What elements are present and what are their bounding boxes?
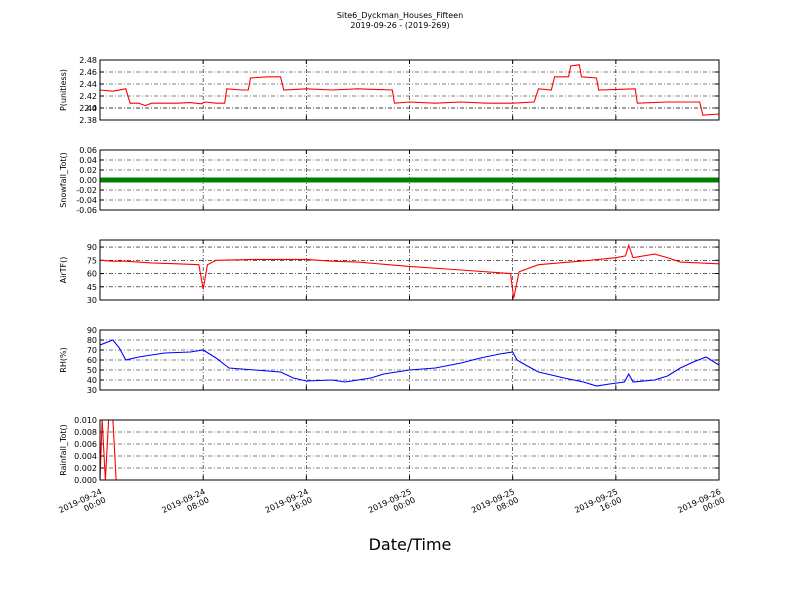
axes-frame (99, 149, 720, 211)
y-tick-label: 0.000 (74, 476, 97, 485)
y-tick-label: 0.004 (74, 452, 97, 461)
x-tick-label: 2019-09-2600:00 (676, 487, 726, 523)
series-line (100, 243, 719, 299)
y-tick-label: 80 (87, 336, 97, 345)
y-tick-label: 2.4 (84, 104, 97, 113)
y-tick-label: 0.04 (79, 156, 97, 165)
y-tick-label: 50 (87, 366, 97, 375)
series-line (100, 64, 719, 116)
axes-frame (99, 329, 720, 391)
axes-frame (99, 59, 720, 121)
y-tick-label: 2.48 (79, 56, 97, 65)
y-tick-label: 75 (87, 256, 97, 265)
y-tick-label: 2.38 (79, 116, 97, 125)
x-tick-label: 2019-09-2408:00 (161, 487, 211, 523)
y-tick-label: 45 (87, 283, 97, 292)
y-axis-label: Rainfall_Tot() (59, 424, 68, 476)
y-tick-label: -0.02 (76, 186, 97, 195)
y-tick-label: 0.010 (74, 416, 97, 425)
series-line (100, 339, 719, 387)
y-tick-label: 40 (87, 376, 97, 385)
y-tick-label: 2.40 (79, 104, 97, 113)
y-axis-label: P(unitless) (59, 69, 68, 111)
y-tick-label: 2.44 (79, 80, 97, 89)
y-axis-label: AirTF() (59, 257, 68, 284)
y-tick-label: 0.02 (79, 166, 97, 175)
y-axis-label: Snowfall_Tot() (59, 152, 68, 208)
y-tick-label: 0.06 (79, 146, 97, 155)
y-tick-label: 60 (87, 356, 97, 365)
axes-frame (99, 419, 720, 481)
axes-frame (99, 239, 720, 301)
y-tick-label: 90 (87, 326, 97, 335)
y-tick-label: -0.04 (76, 196, 97, 205)
x-tick-label: 2019-09-2508:00 (470, 487, 520, 523)
y-tick-label: 0.008 (74, 428, 97, 437)
y-tick-label: 2.42 (79, 92, 97, 101)
y-tick-label: 60 (87, 270, 97, 279)
x-tick-label: 2019-09-2516:00 (573, 487, 623, 523)
x-tick-label: 2019-09-2400:00 (57, 487, 107, 523)
y-axis-label: RH(%) (59, 347, 68, 372)
x-tick-label: 2019-09-2416:00 (264, 487, 314, 523)
y-tick-label: 30 (87, 296, 97, 305)
x-tick-label: 2019-09-2500:00 (367, 487, 417, 523)
y-tick-label: 0.006 (74, 440, 97, 449)
y-tick-label: 30 (87, 386, 97, 395)
figure-subtitle: 2019-09-26 - (2019-269) (350, 21, 449, 30)
y-tick-label: 0.00 (79, 176, 97, 185)
figure-title: Site6_Dyckman_Houses_Fifteen (337, 11, 463, 20)
y-tick-label: 70 (87, 346, 97, 355)
y-tick-label: -0.06 (76, 206, 97, 215)
y-tick-label: 90 (87, 243, 97, 252)
y-tick-label: 2.46 (79, 68, 97, 77)
x-axis-label: Date/Time (369, 535, 452, 554)
y-tick-label: 0.002 (74, 464, 97, 473)
